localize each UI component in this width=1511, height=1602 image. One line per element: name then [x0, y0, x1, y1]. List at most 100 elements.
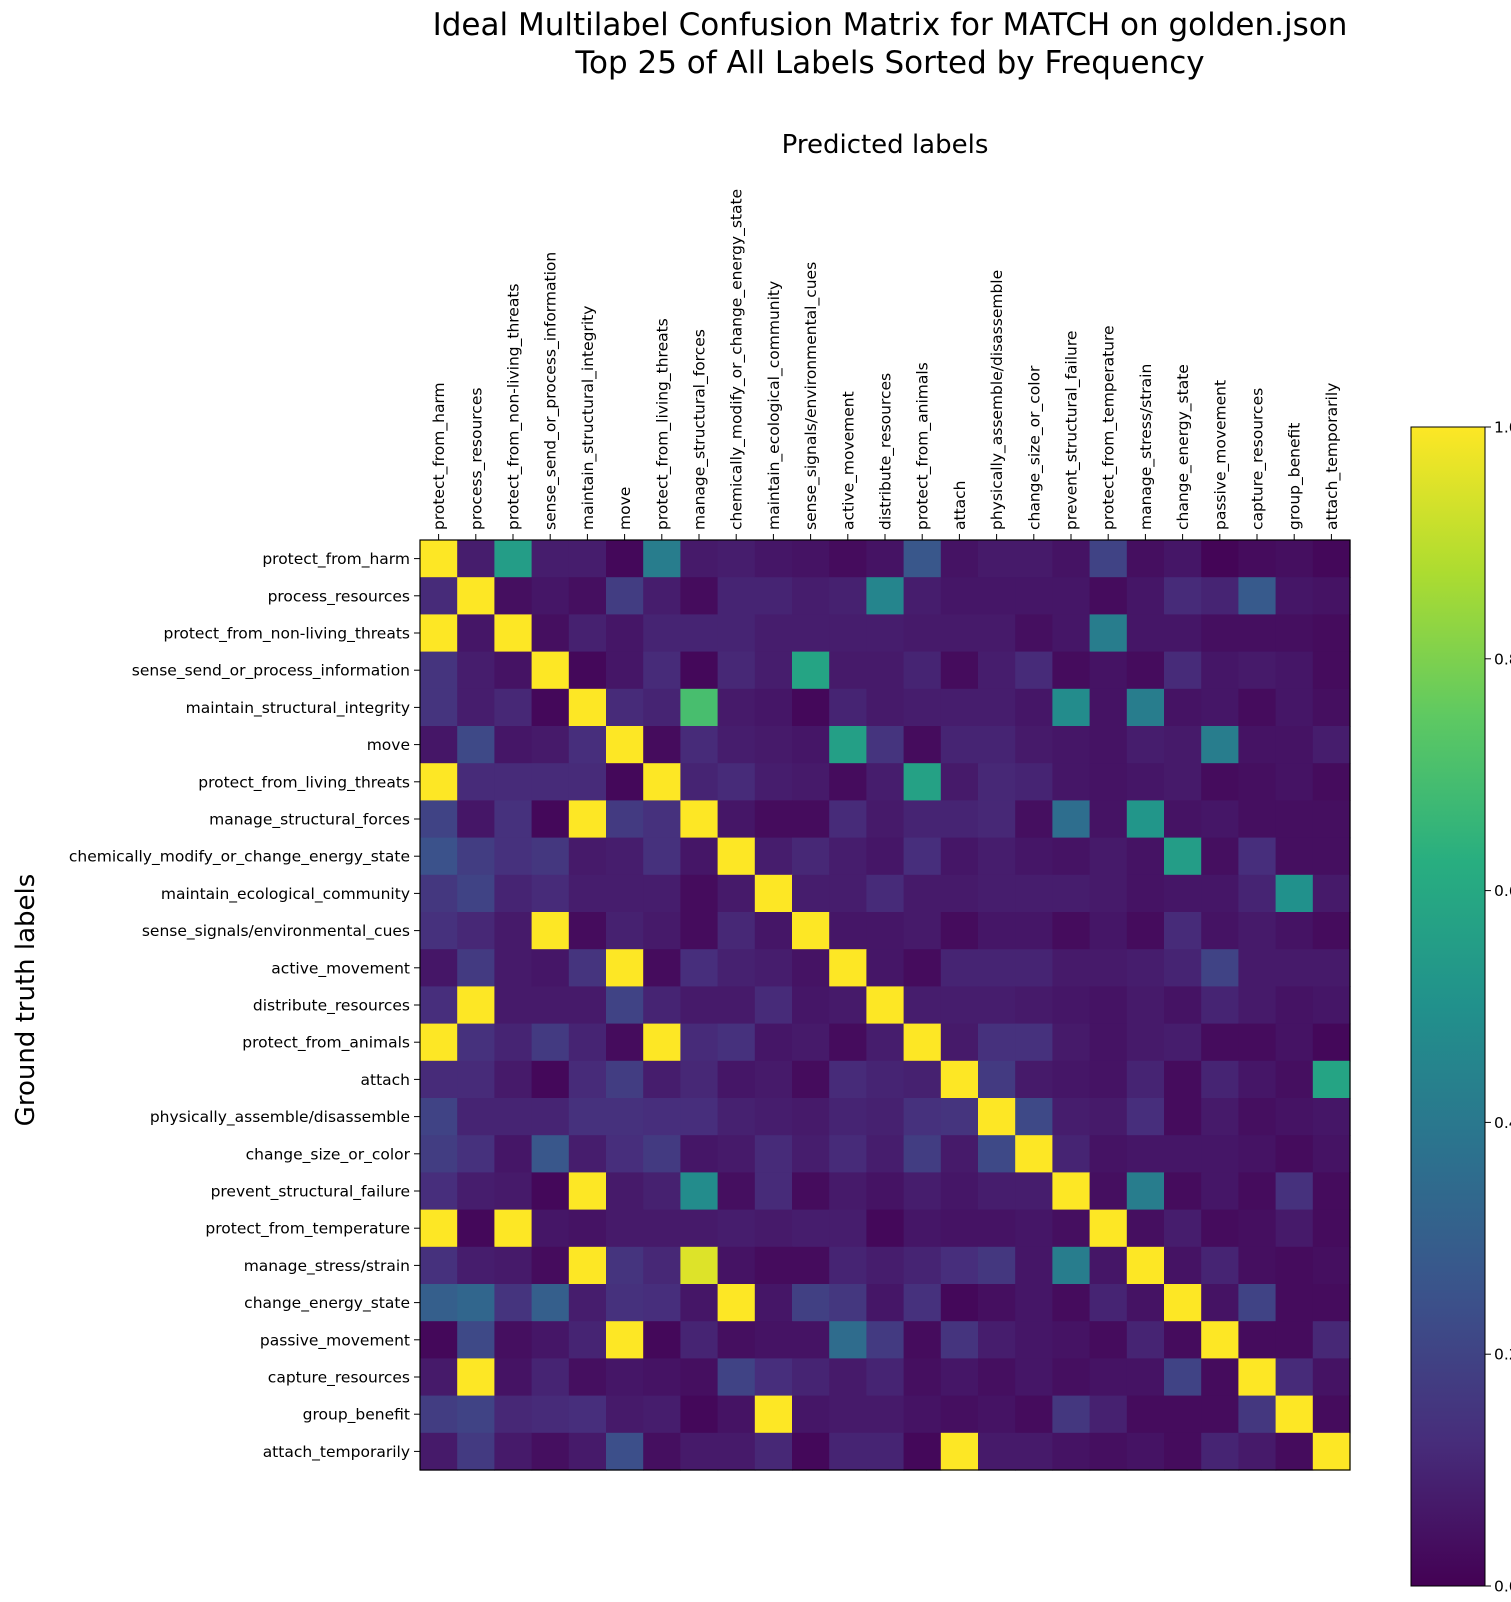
- heatmap-cell: [866, 1432, 905, 1471]
- heatmap-cell: [1312, 1098, 1351, 1136]
- heatmap-cell: [978, 1395, 1016, 1434]
- heatmap-cell: [1238, 1358, 1277, 1397]
- heatmap-cell: [494, 1135, 533, 1173]
- x-tick-label: sense_send_or_process_information: [542, 252, 561, 530]
- heatmap-cell: [1052, 1135, 1091, 1173]
- heatmap-cell: [606, 874, 644, 913]
- heatmap-cell: [978, 577, 1016, 615]
- heatmap-cell: [903, 986, 942, 1025]
- heatmap-cell: [1275, 1060, 1314, 1099]
- heatmap-cell: [940, 1209, 979, 1248]
- heatmap-cell: [1126, 1432, 1165, 1471]
- heatmap-cell: [1164, 1246, 1202, 1285]
- heatmap-cell: [457, 1321, 495, 1359]
- heatmap-cell: [494, 912, 533, 950]
- heatmap-cell: [1275, 837, 1314, 876]
- y-tick-label: protect_from_non-living_threats: [164, 625, 411, 644]
- heatmap-cell: [1238, 1060, 1277, 1099]
- heatmap-cell: [606, 614, 644, 653]
- heatmap-cell: [643, 763, 681, 801]
- heatmap-cell: [531, 614, 570, 653]
- heatmap-cell: [1312, 1432, 1351, 1471]
- heatmap-cell: [792, 986, 830, 1025]
- heatmap-cell: [457, 614, 495, 653]
- heatmap-cell: [568, 763, 607, 801]
- heatmap-cell: [717, 912, 756, 950]
- heatmap-cell: [1015, 1135, 1053, 1173]
- heatmap-cell: [903, 651, 942, 690]
- heatmap-cell: [494, 726, 533, 764]
- heatmap-cell: [754, 1395, 793, 1434]
- heatmap-cell: [940, 688, 979, 727]
- heatmap-cell: [866, 1395, 905, 1434]
- heatmap-cell: [1015, 577, 1053, 615]
- heatmap-cell: [1052, 763, 1091, 801]
- heatmap-cell: [978, 1432, 1016, 1471]
- x-tick-label: protect_from_harm: [430, 382, 449, 530]
- heatmap-cell: [1015, 912, 1053, 950]
- heatmap-cell: [531, 1432, 570, 1471]
- heatmap-cell: [792, 1321, 830, 1359]
- heatmap-cell: [1312, 1172, 1351, 1211]
- heatmap-cell: [866, 912, 905, 950]
- heatmap-cell: [978, 1023, 1016, 1062]
- heatmap-cell: [903, 614, 942, 653]
- heatmap-cell: [829, 1284, 867, 1322]
- heatmap-cell: [1126, 1321, 1165, 1359]
- heatmap-cell: [494, 1098, 533, 1136]
- heatmap-cell: [420, 1246, 458, 1285]
- heatmap-cell: [754, 1284, 793, 1322]
- heatmap-cell: [568, 540, 607, 578]
- heatmap-cell: [1201, 651, 1239, 690]
- heatmap-cell: [940, 800, 979, 839]
- heatmap-cell: [1275, 800, 1314, 839]
- heatmap-cell: [568, 577, 607, 615]
- heatmap-cell: [457, 1284, 495, 1322]
- heatmap-cell: [903, 1432, 942, 1471]
- heatmap-cell: [1164, 949, 1202, 987]
- heatmap-cell: [680, 763, 719, 801]
- heatmap-cell: [1052, 1358, 1091, 1397]
- heatmap-cell: [829, 688, 867, 727]
- heatmap-cell: [680, 837, 719, 876]
- heatmap-cell: [568, 1246, 607, 1285]
- heatmap-cell: [978, 614, 1016, 653]
- heatmap-cell: [717, 1246, 756, 1285]
- heatmap-cell: [1238, 837, 1277, 876]
- heatmap-cell: [1275, 986, 1314, 1025]
- heatmap-cell: [568, 1395, 607, 1434]
- heatmap-cell: [903, 1358, 942, 1397]
- heatmap-cell: [457, 1358, 495, 1397]
- heatmap-cell: [643, 1432, 681, 1471]
- heatmap-cell: [1052, 1284, 1091, 1322]
- heatmap-cell: [680, 1135, 719, 1173]
- heatmap-cell: [420, 688, 458, 727]
- heatmap-cell: [1126, 614, 1165, 653]
- heatmap-cell: [680, 912, 719, 950]
- heatmap-cell: [643, 1060, 681, 1099]
- heatmap-cell: [1312, 949, 1351, 987]
- heatmap-cell: [792, 1209, 830, 1248]
- heatmap-cell: [1126, 1395, 1165, 1434]
- y-tick-label: active_movement: [271, 959, 410, 978]
- x-tick-label: manage_stress/strain: [1137, 364, 1156, 530]
- heatmap-cell: [680, 726, 719, 764]
- heatmap-cell: [568, 1135, 607, 1173]
- heatmap-cell: [754, 1060, 793, 1099]
- heatmap-cell: [680, 1284, 719, 1322]
- heatmap-cell: [457, 1098, 495, 1136]
- heatmap-cell: [606, 1321, 644, 1359]
- x-tick-label: process_resources: [467, 388, 486, 530]
- x-tick-label: manage_structural_forces: [691, 329, 710, 530]
- heatmap-cell: [531, 986, 570, 1025]
- heatmap-cell: [1126, 651, 1165, 690]
- heatmap-cell: [940, 1135, 979, 1173]
- heatmap-cell: [457, 577, 495, 615]
- heatmap-cell: [1164, 726, 1202, 764]
- heatmap-cell: [606, 986, 644, 1025]
- heatmap-cell: [494, 874, 533, 913]
- heatmap-cell: [606, 688, 644, 727]
- y-tick-label: chemically_modify_or_change_energy_state: [69, 848, 410, 867]
- heatmap-cell: [940, 763, 979, 801]
